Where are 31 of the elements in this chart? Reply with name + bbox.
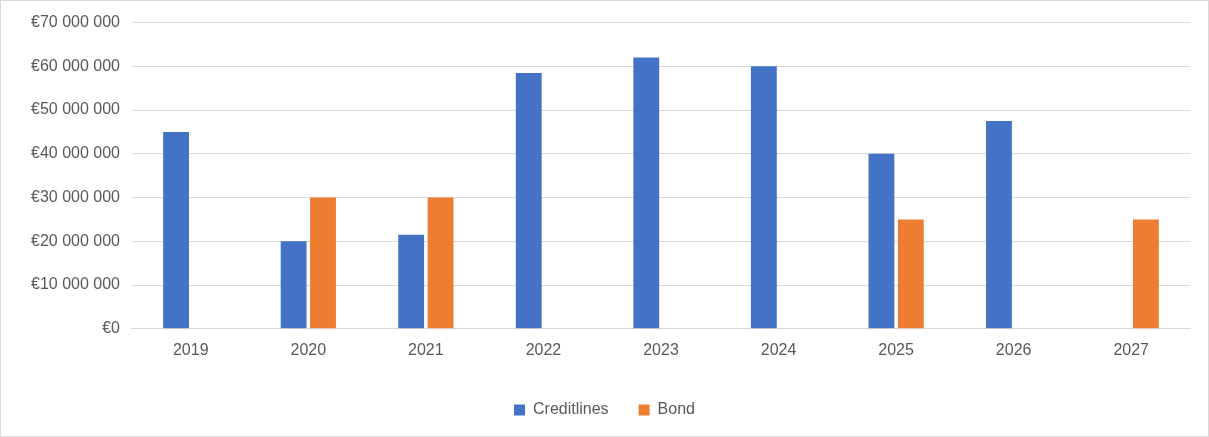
y-tick-label: €70 000 000: [30, 13, 121, 31]
bar: [868, 153, 895, 329]
y-tick-label: €40 000 000: [30, 144, 121, 162]
x-tick-label: 2025: [878, 340, 914, 358]
y-tick-label: €10 000 000: [30, 275, 121, 293]
legend-label: Creditlines: [533, 400, 609, 418]
bar: [750, 66, 777, 329]
y-tick-label: €20 000 000: [30, 231, 121, 249]
x-tick-label: 2027: [1113, 340, 1150, 358]
legend-label: Bond: [657, 400, 695, 418]
y-tick-label: €30 000 000: [30, 187, 121, 205]
bar: [515, 72, 542, 329]
bar: [633, 57, 660, 329]
y-tick-label: €60 000 000: [30, 56, 121, 74]
bar: [398, 234, 425, 329]
bar: [310, 197, 336, 329]
bar: [986, 121, 1012, 329]
bar: [427, 197, 454, 329]
x-tick-label: 2023: [643, 340, 679, 358]
bar: [897, 219, 924, 329]
x-tick-label: 2019: [172, 340, 209, 358]
x-tick-label: 2020: [290, 340, 327, 358]
x-tick-label: 2021: [408, 340, 444, 358]
x-tick-label: 2024: [760, 340, 797, 358]
y-tick-label: €50 000 000: [30, 100, 121, 118]
y-tick-label: €0: [102, 319, 121, 337]
bar: [1132, 219, 1159, 329]
x-tick-label: 2026: [995, 340, 1032, 358]
x-tick-label: 2022: [525, 340, 562, 358]
bar: [163, 131, 189, 329]
bar: [280, 241, 307, 329]
